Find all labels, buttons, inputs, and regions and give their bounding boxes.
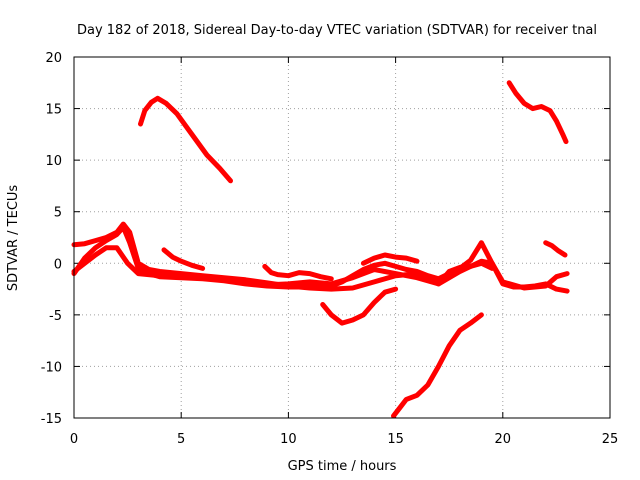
series-line-arc-7 xyxy=(391,312,484,419)
y-tick-label: 0 xyxy=(54,257,62,272)
y-tick-label: 5 xyxy=(54,206,62,221)
series-line-arc-9 xyxy=(262,263,334,282)
series-line-arc-2 xyxy=(71,221,570,292)
series-line-arc-10 xyxy=(360,252,420,266)
grid xyxy=(73,56,611,419)
x-tick-label: 15 xyxy=(387,432,404,447)
series-line-arc-11 xyxy=(543,240,568,258)
plot-frame xyxy=(73,56,611,419)
y-tick-label: -5 xyxy=(49,309,62,324)
x-tick-label: 20 xyxy=(495,432,512,447)
y-tick-label: -15 xyxy=(41,412,62,427)
x-tick-label: 10 xyxy=(280,432,297,447)
y-axis: -15 -10 -5 0 5 10 15 20 xyxy=(41,51,62,427)
series-line-arc-4 xyxy=(138,95,233,184)
y-tick-label: 10 xyxy=(45,154,62,169)
series-line-arc-3 xyxy=(71,245,495,288)
x-axis: 0 5 10 15 20 25 xyxy=(70,432,618,447)
y-axis-label: SDTVAR / TECUs xyxy=(6,185,21,292)
series-line-arc-8 xyxy=(161,247,206,271)
x-axis-label: GPS time / hours xyxy=(288,459,397,474)
y-tick-label: 20 xyxy=(45,51,62,66)
x-tick-label: 0 xyxy=(70,432,78,447)
y-tick-label: -10 xyxy=(41,360,62,375)
x-tick-label: 25 xyxy=(602,432,619,447)
chart-title: Day 182 of 2018, Sidereal Day-to-day VTE… xyxy=(77,23,597,38)
series-line-arc-5 xyxy=(506,80,569,145)
series-group xyxy=(71,80,570,419)
x-tick-label: 5 xyxy=(177,432,185,447)
series-line-arc-6 xyxy=(320,286,399,326)
y-tick-label: 15 xyxy=(45,103,62,118)
